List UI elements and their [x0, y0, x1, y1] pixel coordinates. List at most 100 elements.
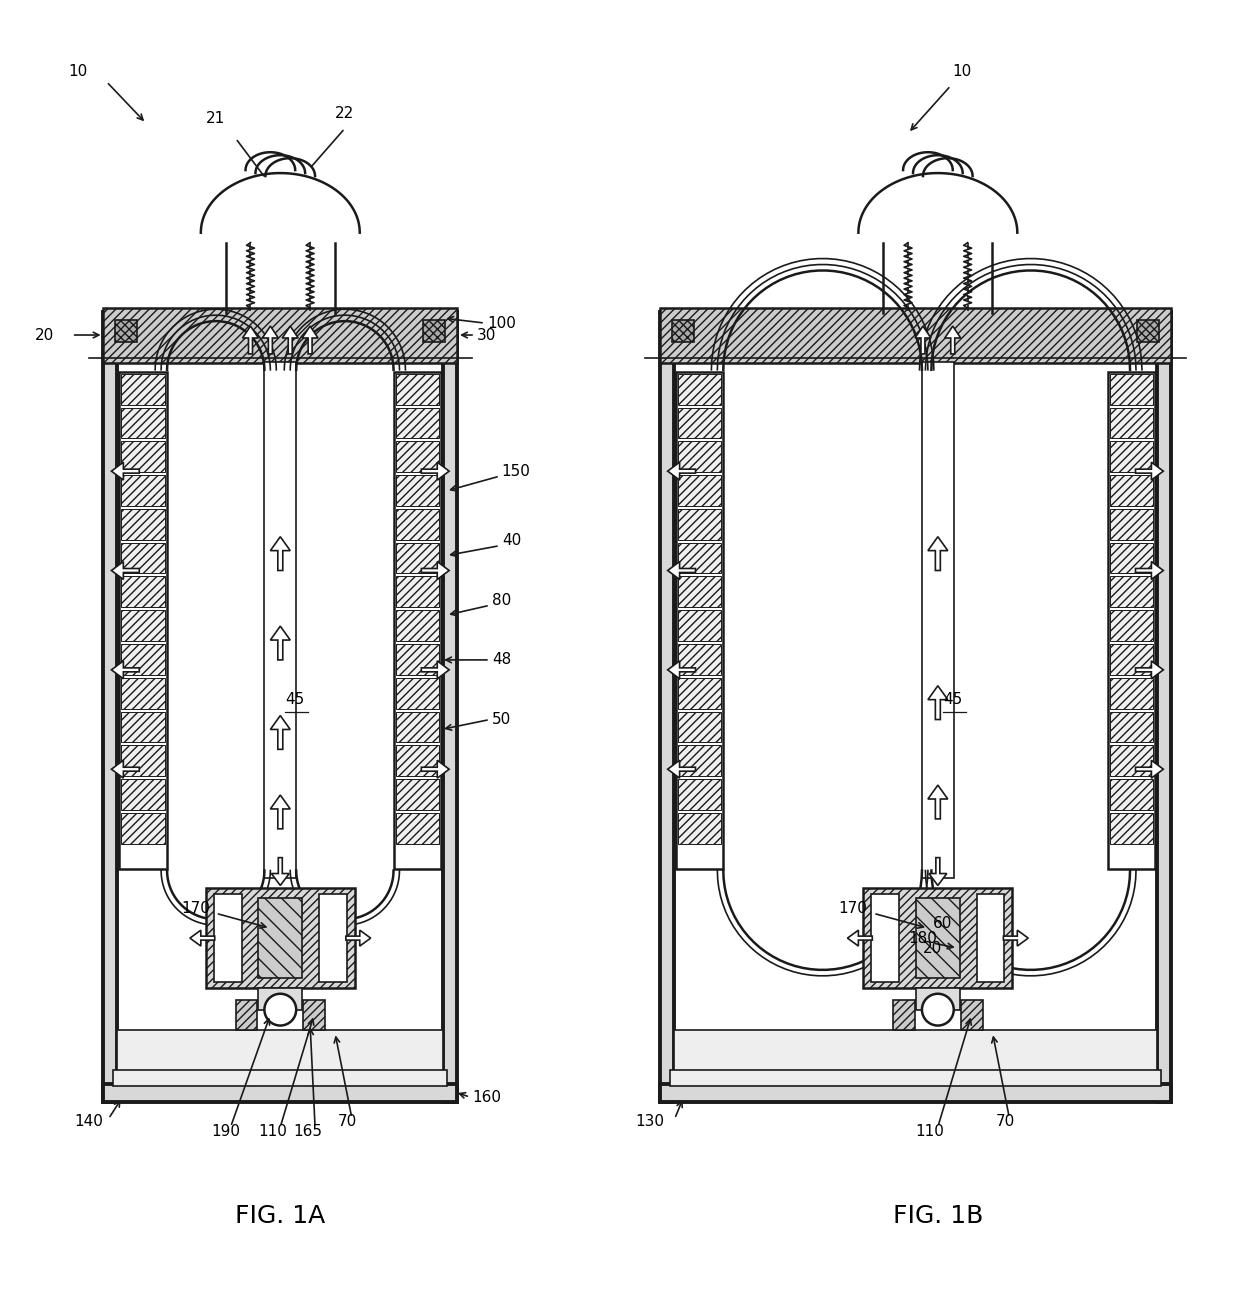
Bar	[264, 362, 296, 879]
Polygon shape	[112, 562, 139, 580]
Polygon shape	[270, 626, 290, 660]
Bar	[872, 894, 899, 982]
Bar	[977, 894, 1004, 982]
Bar	[1110, 408, 1153, 439]
Bar	[893, 1000, 915, 1030]
Polygon shape	[263, 326, 278, 353]
Bar	[122, 712, 165, 743]
Bar	[677, 374, 722, 405]
Bar	[677, 611, 722, 641]
Polygon shape	[1136, 562, 1163, 580]
Bar	[672, 320, 693, 342]
Bar	[923, 362, 954, 879]
Bar	[677, 441, 722, 472]
Bar	[1110, 611, 1153, 641]
Bar	[863, 889, 1012, 987]
Polygon shape	[303, 326, 317, 353]
Polygon shape	[272, 858, 289, 885]
Bar	[122, 779, 165, 810]
Polygon shape	[283, 326, 298, 353]
Text: 160: 160	[472, 1090, 501, 1105]
Bar	[961, 1000, 982, 1030]
Text: 70: 70	[996, 1114, 1016, 1130]
Bar	[393, 371, 441, 868]
Bar	[122, 576, 165, 607]
Polygon shape	[243, 326, 258, 353]
Bar	[677, 745, 722, 776]
Polygon shape	[422, 761, 449, 778]
Bar	[258, 987, 303, 1009]
Text: 165: 165	[294, 1124, 322, 1139]
Bar	[122, 374, 165, 405]
Text: 100: 100	[487, 316, 516, 330]
Polygon shape	[667, 562, 696, 580]
Bar	[396, 644, 439, 674]
Bar	[677, 576, 722, 607]
Polygon shape	[915, 326, 931, 353]
Bar	[396, 712, 439, 743]
Polygon shape	[929, 858, 947, 885]
Bar	[677, 813, 722, 844]
Bar	[1110, 779, 1153, 810]
Bar	[916, 987, 960, 1009]
Text: 20: 20	[35, 327, 53, 343]
Text: 110: 110	[258, 1124, 286, 1139]
Bar	[122, 813, 165, 844]
Polygon shape	[422, 462, 449, 480]
Bar	[396, 678, 439, 709]
Bar	[673, 1030, 1157, 1084]
Bar	[396, 475, 439, 506]
Bar	[677, 408, 722, 439]
Polygon shape	[928, 537, 947, 571]
Bar	[122, 408, 165, 439]
Polygon shape	[667, 661, 696, 679]
Bar	[677, 475, 722, 506]
Bar	[103, 308, 458, 362]
Polygon shape	[270, 795, 290, 829]
Bar	[236, 1000, 258, 1030]
Text: 70: 70	[339, 1114, 357, 1130]
Bar	[213, 894, 242, 982]
Polygon shape	[270, 716, 290, 749]
Text: 140: 140	[74, 1114, 103, 1130]
Bar	[1107, 371, 1156, 868]
Text: 180: 180	[908, 930, 937, 946]
Polygon shape	[422, 562, 449, 580]
Text: 40: 40	[502, 533, 521, 549]
Text: 190: 190	[211, 1124, 241, 1139]
Text: 80: 80	[492, 593, 511, 608]
Polygon shape	[667, 462, 696, 480]
Bar	[103, 1084, 458, 1102]
Bar	[258, 898, 303, 978]
Text: 110: 110	[915, 1124, 945, 1139]
Bar	[396, 745, 439, 776]
Polygon shape	[112, 761, 139, 778]
Bar	[1110, 475, 1153, 506]
Bar	[1110, 813, 1153, 844]
Bar	[660, 308, 1172, 362]
Text: 20: 20	[923, 941, 942, 955]
Bar	[1137, 320, 1159, 342]
Polygon shape	[112, 661, 139, 679]
Bar	[676, 371, 723, 868]
Text: 50: 50	[492, 712, 511, 727]
Text: 45: 45	[942, 692, 962, 707]
Bar	[677, 779, 722, 810]
Bar	[1157, 312, 1172, 1102]
Bar	[1110, 509, 1153, 540]
Circle shape	[264, 994, 296, 1026]
Bar	[677, 678, 722, 709]
Bar	[119, 371, 167, 868]
Bar	[122, 475, 165, 506]
Bar	[396, 611, 439, 641]
Bar	[396, 374, 439, 405]
Text: 170: 170	[838, 901, 868, 916]
Bar	[113, 1070, 448, 1086]
Bar	[396, 542, 439, 573]
Bar	[396, 813, 439, 844]
Bar	[1110, 576, 1153, 607]
Bar	[677, 712, 722, 743]
Bar	[396, 779, 439, 810]
Text: 150: 150	[502, 463, 531, 479]
Bar	[122, 644, 165, 674]
